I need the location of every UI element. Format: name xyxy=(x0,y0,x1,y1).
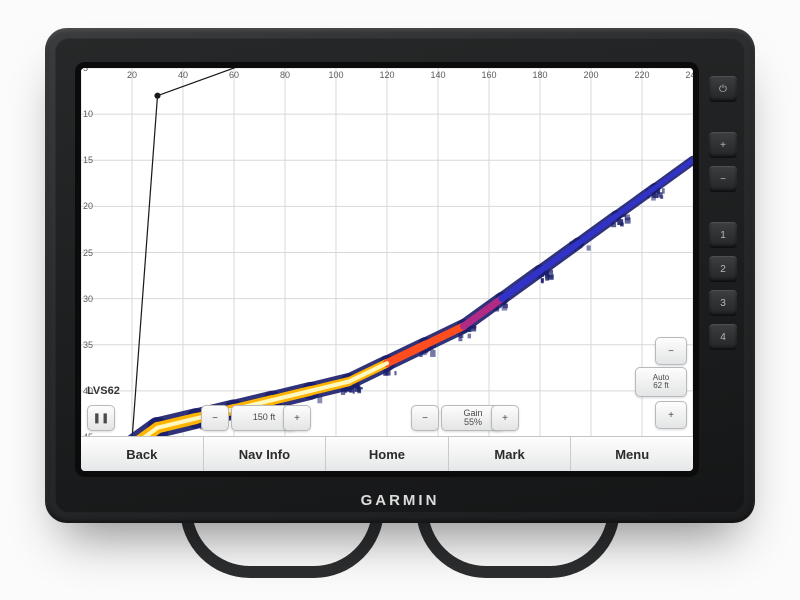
gain-minus-button[interactable]: − xyxy=(411,405,439,431)
preset-1-button[interactable]: 1 xyxy=(709,222,737,248)
menu-nav-info[interactable]: Nav Info xyxy=(204,437,327,471)
preset-3-button[interactable]: 3 xyxy=(709,290,737,316)
sonar-canvas xyxy=(81,68,693,437)
depth-auto-button[interactable]: Auto 62 ft xyxy=(635,367,687,397)
menu-menu[interactable]: Menu xyxy=(571,437,693,471)
menu-back[interactable]: Back xyxy=(81,437,204,471)
power-button[interactable]: ⏻ xyxy=(709,76,737,102)
preset-4-button[interactable]: 4 xyxy=(709,324,737,350)
menu-home[interactable]: Home xyxy=(326,437,449,471)
brand-logo: GARMIN xyxy=(45,492,755,509)
gain-plus-button[interactable]: + xyxy=(491,405,519,431)
sonar-display[interactable]: 2040608010012014016018020022024051015202… xyxy=(81,68,693,437)
zoom-out-button[interactable]: − xyxy=(709,166,737,192)
pause-button[interactable]: ❚❚ xyxy=(87,405,115,431)
depth-minus-button[interactable]: − xyxy=(655,337,687,365)
sonar-mode-label: LVS62 xyxy=(87,385,120,397)
range-plus-button[interactable]: + xyxy=(283,405,311,431)
menu-mark[interactable]: Mark xyxy=(449,437,572,471)
device-bezel: ⏻ + − 1 2 3 4 20406080100120140160180200… xyxy=(45,28,755,523)
preset-2-button[interactable]: 2 xyxy=(709,256,737,282)
screen: 2040608010012014016018020022024051015202… xyxy=(81,68,693,471)
depth-plus-button[interactable]: + xyxy=(655,401,687,429)
hardware-button-column: ⏻ + − 1 2 3 4 xyxy=(709,76,737,350)
menu-bar: Back Nav Info Home Mark Menu xyxy=(81,436,693,471)
zoom-in-button[interactable]: + xyxy=(709,132,737,158)
range-minus-button[interactable]: − xyxy=(201,405,229,431)
